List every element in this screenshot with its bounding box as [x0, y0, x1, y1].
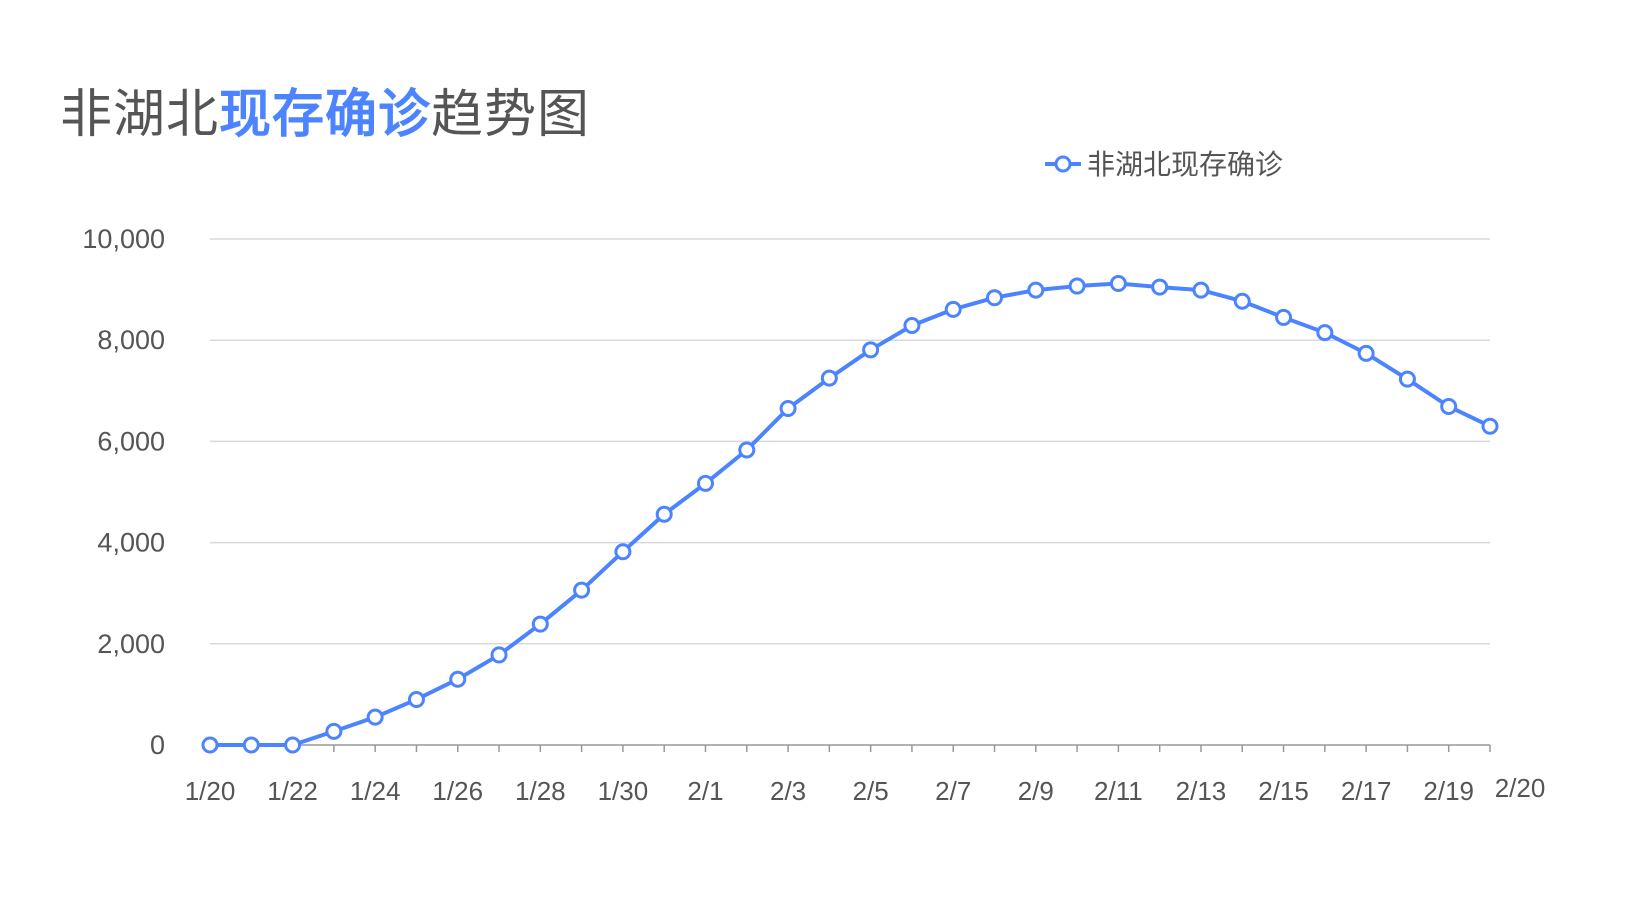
data-point — [366, 708, 384, 726]
x-tick-label: 1/30 — [598, 776, 649, 806]
title-suffix: 趋势图 — [431, 85, 591, 145]
y-tick-label: 4,000 — [97, 528, 165, 558]
x-tick-label: 2/11 — [1094, 776, 1143, 806]
title-highlight: 现存确诊 — [219, 85, 432, 145]
data-point — [449, 670, 467, 688]
data-point — [820, 369, 838, 387]
data-point — [1316, 324, 1334, 342]
x-tick-label: 2/3 — [770, 776, 806, 806]
data-point — [1398, 370, 1416, 388]
x-tick-label: 1/20 — [185, 776, 236, 806]
data-point — [655, 505, 673, 523]
legend-label: 非湖北现存确诊 — [1087, 148, 1283, 181]
data-point — [1068, 277, 1086, 295]
data-point — [1109, 275, 1127, 293]
data-point — [1275, 308, 1293, 326]
data-point — [1481, 417, 1499, 435]
x-tick-label: 1/22 — [267, 776, 318, 806]
data-point — [490, 646, 508, 664]
data-point — [325, 722, 343, 740]
x-tick-label: 2/20 — [1495, 773, 1546, 803]
data-point — [573, 581, 591, 599]
data-point — [531, 615, 549, 633]
data-point — [779, 400, 797, 418]
y-tick-label: 8,000 — [97, 325, 165, 355]
y-tick-label: 0 — [150, 730, 165, 760]
x-tick-label: 2/17 — [1341, 776, 1392, 806]
y-tick-label: 6,000 — [97, 426, 165, 456]
data-point — [1192, 281, 1210, 299]
series-line — [208, 281, 1492, 747]
data-point — [696, 474, 714, 492]
data-point — [614, 543, 632, 561]
data-point — [986, 289, 1004, 307]
data-point — [201, 736, 219, 754]
x-tick-label: 2/5 — [853, 776, 889, 806]
data-point — [1440, 397, 1458, 415]
data-point — [242, 736, 260, 754]
y-tick-label: 2,000 — [97, 629, 165, 659]
x-tick-label: 1/28 — [515, 776, 566, 806]
data-point — [738, 441, 756, 459]
data-point — [862, 341, 880, 359]
y-tick-label: 10,000 — [82, 224, 165, 254]
x-tick-label: 2/9 — [1018, 776, 1054, 806]
x-tick-label: 2/19 — [1423, 776, 1474, 806]
x-tick-label: 2/7 — [935, 776, 971, 806]
data-point — [1357, 344, 1375, 362]
x-tick-label: 2/1 — [687, 776, 723, 806]
x-tick-label: 1/24 — [350, 776, 401, 806]
chart-title: 非湖北现存确诊趋势图 — [60, 72, 590, 147]
data-point — [1027, 281, 1045, 299]
data-point — [284, 736, 302, 754]
legend-marker — [1054, 155, 1072, 173]
data-point — [1233, 292, 1251, 310]
x-tick-label: 2/15 — [1258, 776, 1309, 806]
x-tick-label: 2/13 — [1176, 776, 1227, 806]
data-point — [1151, 278, 1169, 296]
title-prefix: 非湖北 — [60, 85, 220, 145]
x-tick-label: 1/26 — [432, 776, 483, 806]
data-point — [944, 300, 962, 318]
data-point — [903, 317, 921, 335]
data-point — [407, 690, 425, 708]
